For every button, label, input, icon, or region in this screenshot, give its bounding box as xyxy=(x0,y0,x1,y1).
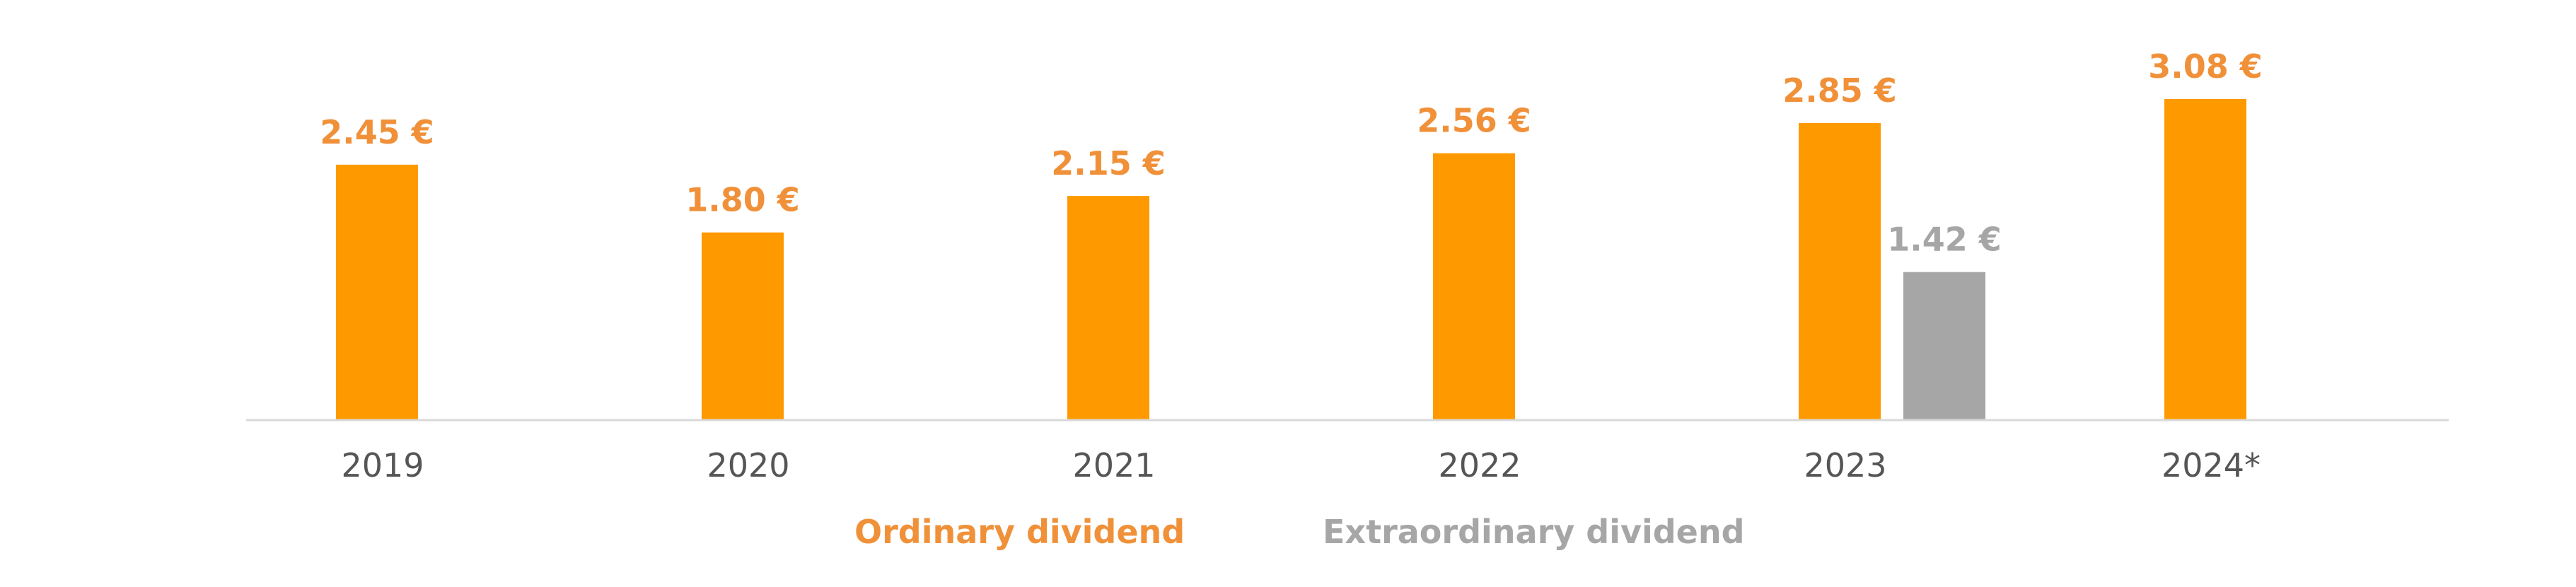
legend: Ordinary dividend Extraordinary dividend xyxy=(854,513,1745,551)
value-label-ordinary-2024: 3.08 € xyxy=(2148,47,2263,86)
bar-ordinary-2023 xyxy=(1799,122,1881,421)
x-tick-label-2022: 2022 xyxy=(1438,446,1521,484)
x-tick-label-2021: 2021 xyxy=(1072,446,1155,484)
value-label-ordinary-2021: 2.15 € xyxy=(1051,144,1166,182)
x-tick-label-2020: 2020 xyxy=(707,446,789,484)
value-label-ordinary-2023: 2.85 € xyxy=(1782,71,1897,110)
bar-ordinary-2021 xyxy=(1067,196,1149,420)
x-tick-label-2023: 2023 xyxy=(1804,446,1886,484)
bar-ordinary-2024 xyxy=(2164,99,2246,420)
bar-extraordinary-2023 xyxy=(1903,272,1985,420)
value-label-extraordinary-2023: 1.42 € xyxy=(1887,221,2002,259)
value-labels-layer: 2.45 € 1.80 € 2.15 € 2.56 € 2.85 € 1.42 € 3.08… xyxy=(320,47,2263,259)
value-label-ordinary-2022: 2.56 € xyxy=(1417,102,1531,140)
x-tick-label-2024: 2024* xyxy=(2162,446,2261,484)
bar-ordinary-2022 xyxy=(1433,153,1515,420)
bar-ordinary-2019 xyxy=(336,164,418,420)
tick-labels-layer: 2019 2020 2021 2022 2023 2024* xyxy=(341,446,2261,484)
bars-layer xyxy=(336,99,2246,421)
legend-item-extraordinary: Extraordinary dividend xyxy=(1323,513,1745,551)
bar-ordinary-2020 xyxy=(702,232,784,420)
value-label-ordinary-2019: 2.45 € xyxy=(320,113,434,151)
legend-item-ordinary: Ordinary dividend xyxy=(854,513,1185,551)
value-label-ordinary-2020: 1.80 € xyxy=(685,181,800,219)
x-tick-label-2019: 2019 xyxy=(341,446,424,484)
